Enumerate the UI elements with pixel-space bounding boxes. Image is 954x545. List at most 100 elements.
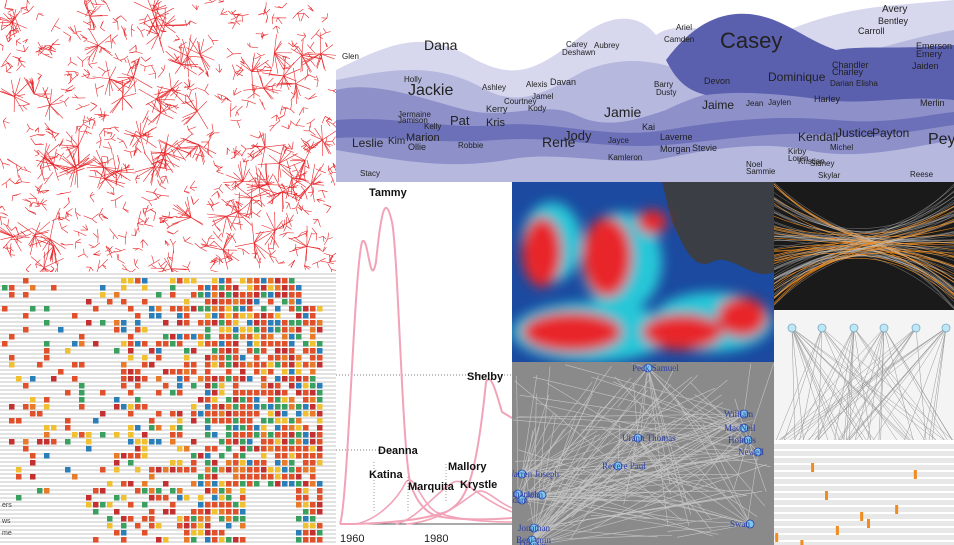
glyph-stroke: [156, 98, 167, 115]
glyph-stroke: [315, 75, 319, 81]
graph-node[interactable]: [739, 423, 749, 433]
graph-node[interactable]: [643, 363, 653, 373]
glyph-stroke: [22, 11, 29, 15]
glyph-stroke: [295, 125, 305, 127]
timeline-event-mark[interactable]: [913, 470, 917, 479]
timeline-event-mark[interactable]: [860, 512, 864, 521]
glyph-stroke: [250, 46, 259, 49]
glyph-stroke: [274, 34, 277, 53]
graph-top-node[interactable]: [849, 323, 859, 333]
graph-node[interactable]: [739, 409, 749, 419]
timeline-event-mark[interactable]: [835, 526, 839, 535]
graph-node[interactable]: [513, 489, 523, 499]
glyph-stroke: [14, 77, 21, 97]
glyph-stroke: [291, 207, 297, 210]
glyph-stroke: [293, 192, 298, 195]
map-county-cell: [37, 411, 43, 417]
glyph-stroke: [106, 157, 113, 163]
glyph-stroke: [325, 143, 333, 146]
graph-edge: [606, 413, 745, 468]
glyph-stroke: [177, 212, 192, 218]
graph-top-node[interactable]: [879, 323, 889, 333]
glyph-stroke: [75, 153, 91, 167]
glyph-stroke: [183, 185, 188, 192]
glyph-stroke: [168, 256, 172, 261]
map-county-cell: [177, 516, 183, 522]
glyph-stroke: [115, 166, 130, 172]
glyph-stroke: [43, 245, 54, 258]
graph-node[interactable]: [529, 540, 539, 545]
graph-node[interactable]: [613, 461, 623, 471]
glyph-stroke: [116, 253, 119, 260]
graph-edge: [617, 394, 722, 467]
glyph-stroke: [49, 49, 56, 52]
glyph-stroke: [87, 74, 90, 79]
glyph-stroke: [109, 252, 113, 258]
timeline-event-mark[interactable]: [825, 491, 829, 500]
glyph-stroke: [221, 97, 227, 101]
glyph-stroke: [207, 141, 210, 149]
map-county-cell: [226, 488, 232, 494]
glyph-stroke: [173, 143, 178, 147]
stream-name-label: Kerry: [486, 104, 508, 114]
graph-node[interactable]: [633, 433, 643, 443]
timeline-event-mark[interactable]: [800, 540, 804, 545]
glyph-stroke: [319, 163, 325, 171]
timeline-event-mark[interactable]: [811, 463, 815, 472]
glyph-stroke: [56, 192, 65, 196]
map-county-cell: [296, 411, 302, 417]
map-county-cell: [268, 439, 274, 445]
map-county-cell: [177, 460, 183, 466]
glyph-stroke: [98, 213, 103, 216]
map-county-cell: [303, 313, 309, 319]
glyph-stroke: [274, 219, 293, 231]
glyph-stroke: [281, 2, 287, 9]
timeline-event-mark[interactable]: [895, 505, 899, 514]
map-county-cell: [219, 502, 225, 508]
graph-node[interactable]: [745, 519, 755, 529]
graph-top-node[interactable]: [911, 323, 921, 333]
glyph-stroke: [76, 157, 90, 169]
glyph-stroke: [213, 160, 215, 165]
map-county-cell: [191, 481, 197, 487]
map-county-cell: [268, 397, 274, 403]
glyph-stroke: [135, 177, 141, 180]
map-county-cell: [156, 341, 162, 347]
glyph-stroke: [247, 152, 254, 158]
stream-name-label: Michel: [830, 143, 853, 152]
map-county-cell: [296, 320, 302, 326]
glyph-stroke: [285, 149, 294, 153]
graph-node[interactable]: [537, 490, 547, 500]
glyph-stroke: [155, 17, 157, 31]
map-county-cell: [303, 530, 309, 536]
graph-top-node[interactable]: [941, 323, 951, 333]
map-county-cell: [65, 439, 71, 445]
map-county-cell: [317, 390, 323, 396]
graph-node[interactable]: [517, 495, 527, 505]
glyph-stroke: [1, 182, 7, 186]
graph-top-node[interactable]: [787, 323, 797, 333]
glyph-stroke: [9, 20, 13, 25]
map-county-cell: [142, 481, 148, 487]
timeline-event-mark[interactable]: [867, 519, 871, 528]
timeline-event-mark[interactable]: [775, 533, 779, 542]
glyph-stroke: [166, 103, 170, 110]
map-county-cell: [226, 516, 232, 522]
glyph-stroke: [241, 15, 243, 23]
map-county-cell: [261, 418, 267, 424]
glyph-stroke: [71, 135, 73, 142]
fibre-strand: [774, 203, 954, 258]
map-county-cell: [170, 369, 176, 375]
glyph-stroke: [130, 28, 133, 37]
glyph-stroke: [22, 105, 28, 110]
graph-node[interactable]: [753, 447, 763, 457]
glyph-stroke: [173, 152, 175, 157]
map-county-cell: [275, 432, 281, 438]
stream-name-label: Pat: [450, 113, 470, 128]
graph-node[interactable]: [743, 435, 753, 445]
graph-node[interactable]: [529, 523, 539, 533]
graph-edge: [617, 419, 676, 467]
graph-top-node[interactable]: [817, 323, 827, 333]
graph-node[interactable]: [517, 469, 527, 479]
map-county-cell: [275, 460, 281, 466]
